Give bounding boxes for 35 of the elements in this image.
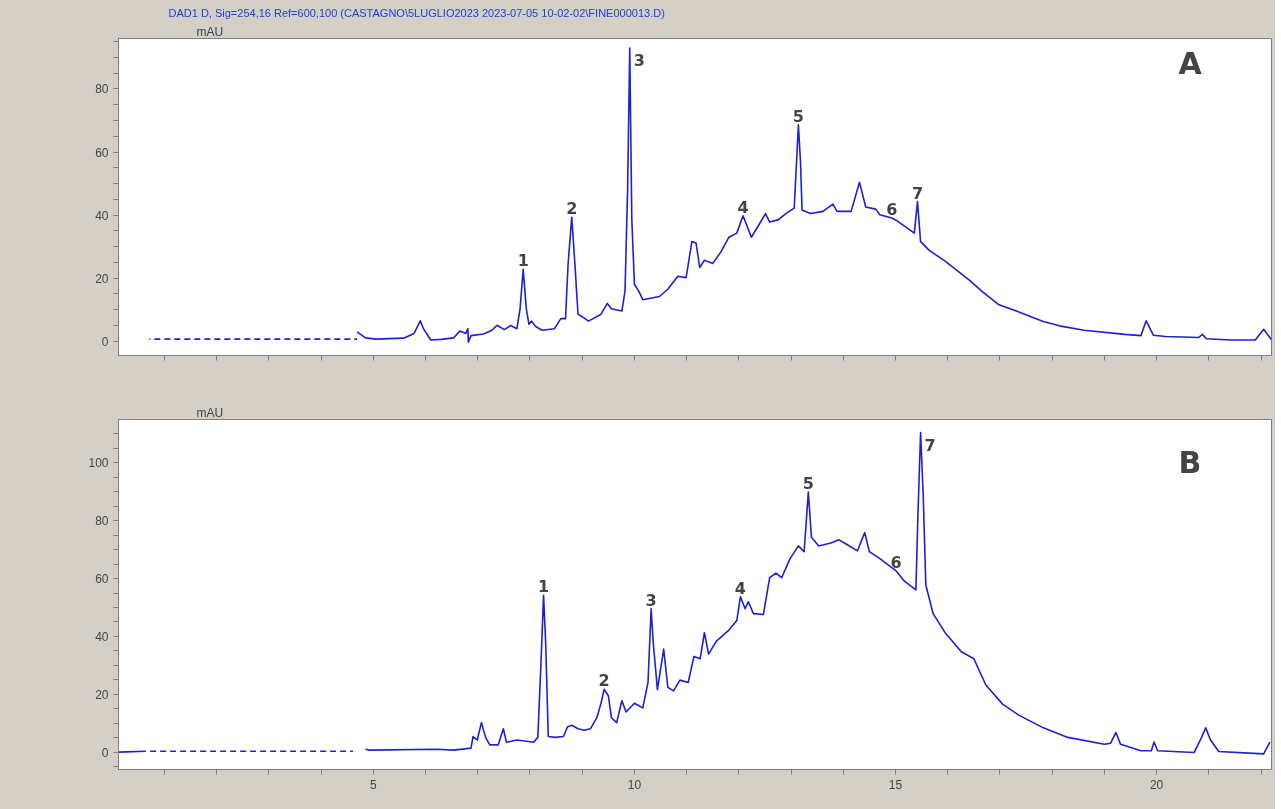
annotation: A [1178,45,1203,81]
y-tick-label: 20 [95,271,109,286]
y-axis-title: mAU [196,405,224,420]
y-axis-title: mAU [196,24,224,39]
y-tick-label: 100 [88,456,109,471]
y-tick-label: 80 [95,82,109,97]
annotation: 7 [911,183,924,203]
annotation: 4 [737,197,749,217]
annotation: 3 [633,50,645,70]
y-tick-label: 0 [101,334,109,349]
x-tick-label: 5 [369,777,377,792]
annotation: 4 [734,578,746,598]
y-tick-label: 0 [101,745,109,760]
annotation: 2 [598,671,610,691]
annotation: 3 [645,590,657,610]
annotation: B [1178,444,1202,480]
x-tick-label: 10 [627,777,642,792]
line-series [356,47,1272,344]
x-tick-label: 15 [888,777,903,792]
y-tick-label: 80 [95,514,109,529]
annotation: 2 [566,199,578,219]
annotation: 1 [517,251,529,271]
annotation: 5 [802,474,814,494]
y-tick-label: 60 [95,572,109,587]
y-tick-label: 60 [95,145,109,160]
annotation: 1 [538,577,550,597]
y-tick-label: 40 [95,629,109,644]
annotation: 7 [924,435,936,455]
annotation: 5 [792,106,804,126]
annotation: 6 [890,552,902,572]
y-tick-label: 40 [95,208,109,223]
x-tick-label: 20 [1149,777,1164,792]
annotation: 6 [886,199,898,219]
chart-title: DAD1 D, Sig=254,16 Ref=600,100 (CASTAGNO\5LUGLIO2023 2023-07-05 10-02-02\FINE000013.D) [168,6,665,19]
y-tick-label: 20 [95,687,109,702]
